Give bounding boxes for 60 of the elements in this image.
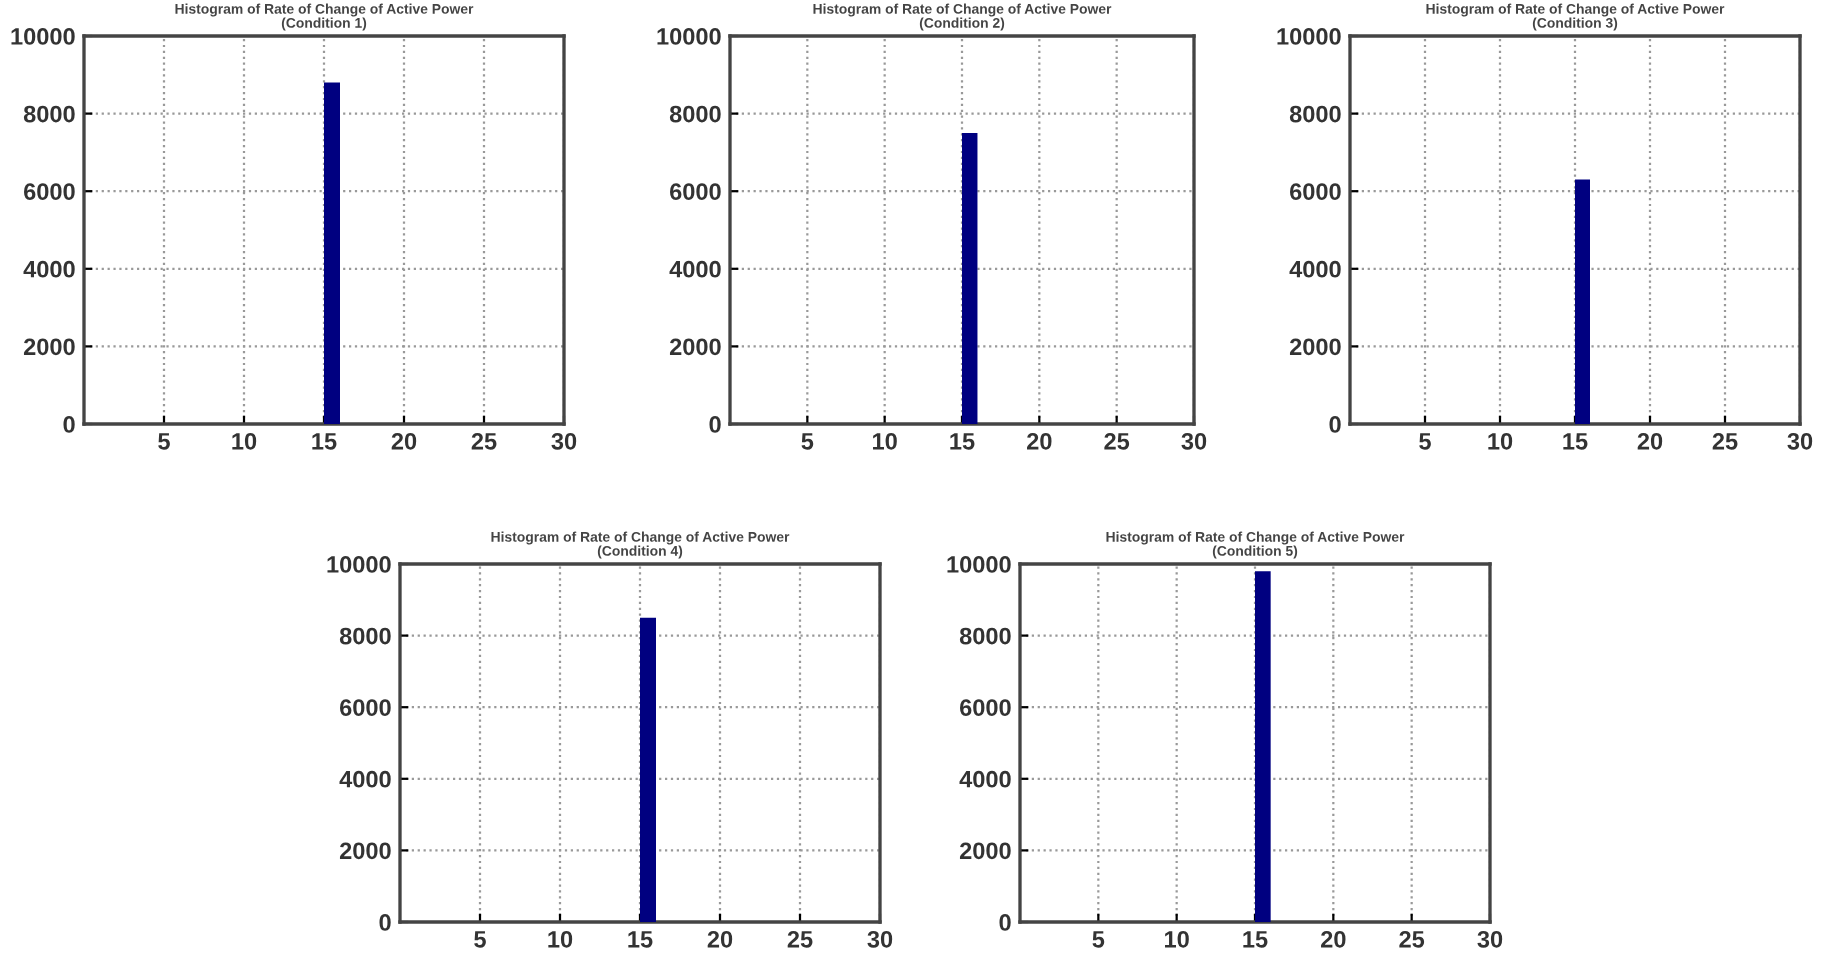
y-tick-label: 8000 — [1289, 105, 1341, 123]
y-tick-label: 10000 — [947, 556, 1011, 573]
y-tick-label: 4000 — [339, 770, 391, 788]
x-tick-label: 15 — [628, 931, 653, 948]
y-tick-label: 8000 — [959, 627, 1011, 645]
y-tick-label: 2000 — [23, 338, 75, 356]
x-tick-label: 30 — [551, 432, 577, 450]
x-tick-label: 30 — [1787, 432, 1813, 450]
x-tick-label: 10 — [873, 432, 897, 450]
x-tick-label: 15 — [312, 433, 337, 450]
x-tick-label: 5 — [1419, 433, 1431, 450]
x-tick-label: 20 — [1321, 930, 1346, 948]
y-tick-label: 10000 — [657, 28, 721, 45]
x-tick-label: 10 — [232, 432, 257, 450]
y-tick-label: 10000 — [11, 28, 75, 45]
x-tick-label: 20 — [707, 930, 733, 948]
y-tick-label: 2000 — [959, 842, 1011, 860]
y-tick-label: 10000 — [327, 556, 391, 573]
x-tick-label: 10 — [548, 930, 573, 948]
x-tick-label: 5 — [158, 433, 170, 450]
y-tick-label: 0 — [1329, 416, 1341, 433]
x-tick-label: 30 — [1181, 432, 1207, 450]
x-tick-label: 20 — [1027, 432, 1052, 450]
y-tick-label: 0 — [63, 416, 75, 433]
x-tick-label: 25 — [1399, 930, 1425, 948]
y-tick-label: 10000 — [1277, 28, 1341, 45]
x-tick-label: 5 — [801, 433, 814, 450]
x-tick-label: 10 — [1488, 432, 1513, 450]
y-tick-label: 6000 — [24, 183, 75, 200]
y-tick-label: 6000 — [340, 699, 391, 716]
x-tick-label: 25 — [471, 432, 497, 450]
x-tick-label: 25 — [1104, 432, 1130, 450]
y-tick-label: 6000 — [1290, 183, 1341, 200]
y-tick-label: 8000 — [669, 105, 721, 123]
x-tick-label: 20 — [1637, 432, 1663, 450]
y-tick-label: 2000 — [1289, 338, 1341, 356]
y-tick-label: 6000 — [670, 183, 721, 200]
y-tick-label: 0 — [379, 914, 391, 931]
x-tick-label: 25 — [787, 930, 813, 948]
x-tick-label: 15 — [950, 433, 975, 450]
x-tick-label: 20 — [391, 432, 417, 450]
y-tick-label: 0 — [999, 914, 1011, 931]
y-tick-label: 8000 — [23, 105, 75, 123]
y-tick-label: 4000 — [959, 770, 1011, 788]
y-tick-label: 6000 — [960, 699, 1011, 716]
x-tick-label: 30 — [867, 930, 893, 948]
y-tick-label: 2000 — [339, 842, 391, 860]
y-tick-label: 4000 — [23, 260, 75, 278]
x-tick-label: 10 — [1165, 930, 1189, 948]
y-tick-label: 2000 — [669, 338, 721, 356]
y-tick-label: 8000 — [339, 627, 391, 645]
x-tick-label: 15 — [1563, 433, 1588, 450]
x-tick-label: 25 — [1712, 432, 1738, 450]
x-tick-label: 5 — [1092, 931, 1105, 948]
y-tick-label: 4000 — [1289, 260, 1341, 278]
y-tick-label: 4000 — [669, 260, 721, 278]
y-tick-label: 0 — [709, 416, 721, 433]
x-tick-label: 5 — [474, 931, 486, 948]
x-tick-label: 30 — [1477, 930, 1503, 948]
x-tick-label: 15 — [1243, 931, 1268, 948]
